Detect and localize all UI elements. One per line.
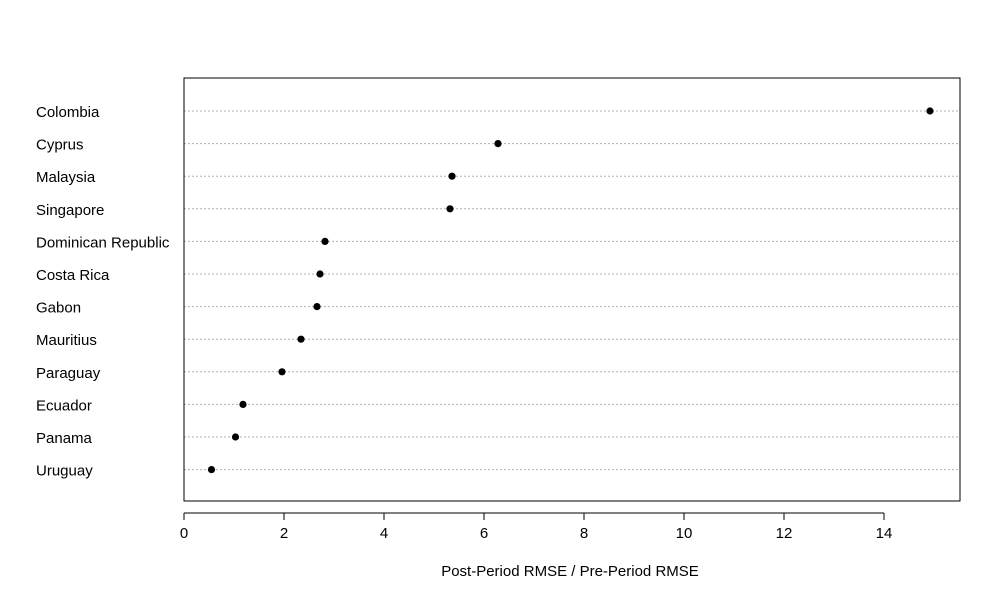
data-point: [297, 335, 305, 343]
category-label: Ecuador: [36, 397, 92, 414]
data-point: [926, 107, 934, 115]
plot-frame: [183, 77, 961, 502]
category-label: Panama: [36, 430, 93, 447]
guide-lines: [184, 110, 960, 471]
data-point: [207, 466, 216, 474]
category-labels: Colombia Cyprus Malaysia Singapore Dominican…: [36, 104, 170, 480]
data-point: [239, 400, 247, 408]
category-label: Uruguay: [36, 463, 93, 480]
category-label: Singapore: [36, 202, 104, 219]
data-point: [316, 270, 324, 278]
category-label: Gabon: [36, 300, 81, 317]
category-label: Cyprus: [36, 137, 84, 154]
x-tick-label: 0: [180, 525, 188, 542]
data-point: [494, 140, 502, 148]
x-tick-label: 14: [876, 525, 893, 542]
x-tick-label: 4: [380, 525, 388, 542]
category-label: Dominican Republic: [36, 234, 170, 251]
data-point: [321, 237, 329, 245]
category-label: Paraguay: [36, 365, 101, 382]
data-point: [278, 368, 286, 376]
category-label: Mauritius: [36, 332, 97, 349]
category-label: Colombia: [36, 104, 100, 121]
x-tick-label: 6: [480, 525, 488, 542]
data-point: [231, 433, 240, 441]
x-tick-label: 10: [676, 525, 693, 542]
category-label: Malaysia: [36, 169, 96, 186]
category-label: Costa Rica: [36, 267, 110, 284]
x-tick-label: 2: [280, 525, 288, 542]
x-tick-label: 12: [776, 525, 793, 542]
x-axis-title: Post-Period RMSE / Pre-Period RMSE: [441, 563, 699, 580]
data-point: [446, 205, 454, 213]
x-tick-label: 8: [580, 525, 588, 542]
data-point: [313, 303, 321, 311]
x-axis: 0 2 4 6 8 10 12 14: [180, 512, 893, 542]
data-point: [448, 172, 456, 180]
data-points: [207, 107, 934, 474]
